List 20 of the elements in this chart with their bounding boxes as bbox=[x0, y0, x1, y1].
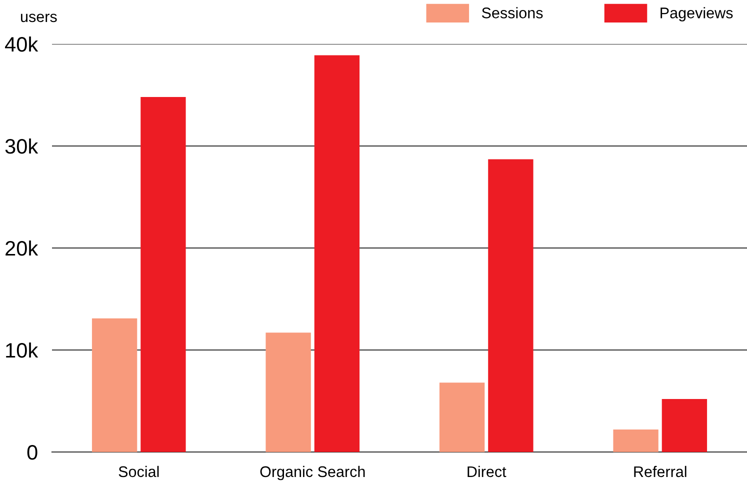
y-tick-label: 0 bbox=[27, 445, 38, 460]
bar bbox=[266, 332, 311, 452]
bar bbox=[613, 430, 658, 452]
y-axis-title: users bbox=[20, 14, 57, 22]
bar bbox=[92, 318, 138, 452]
x-tick-label: Social bbox=[118, 466, 159, 478]
bar bbox=[488, 159, 534, 452]
legend-label: Sessions bbox=[482, 7, 543, 18]
bar bbox=[439, 382, 485, 452]
legend-label: Pageviews bbox=[660, 7, 733, 22]
y-tick-label: 10k bbox=[6, 342, 38, 358]
x-tick-label: Referral bbox=[634, 466, 686, 478]
y-tick-label: 30k bbox=[5, 138, 38, 154]
bar bbox=[140, 97, 186, 452]
y-tick-label: 40k bbox=[5, 36, 38, 52]
x-tick-label: Direct bbox=[468, 466, 506, 478]
bar bbox=[314, 55, 360, 452]
bar bbox=[662, 398, 708, 452]
x-tick-label: Organic Search bbox=[260, 466, 365, 480]
y-tick-label: 20k bbox=[6, 240, 38, 256]
